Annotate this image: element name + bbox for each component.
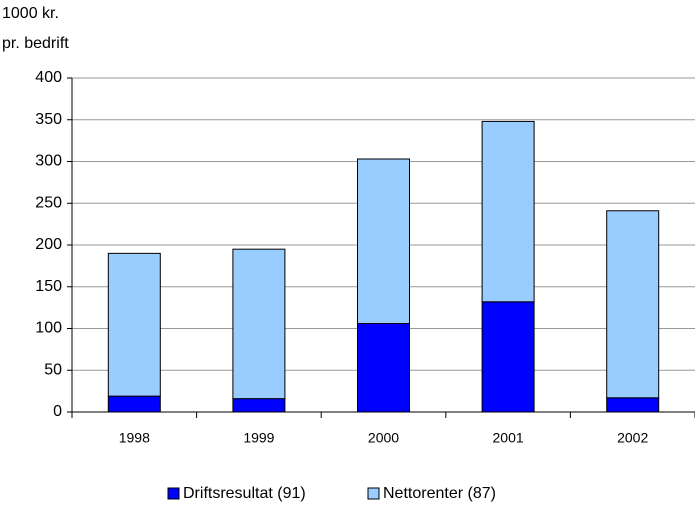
x-tick-label: 1999 <box>243 430 274 446</box>
bar-segment <box>232 398 286 413</box>
bar-segment <box>357 158 410 324</box>
bar-segment <box>481 301 535 413</box>
legend-swatch <box>367 487 380 500</box>
y-tick-label: 400 <box>35 69 62 86</box>
y-tick-label: 150 <box>35 278 62 295</box>
bar-segment <box>107 395 161 413</box>
x-tick-label: 2000 <box>368 430 399 446</box>
legend-label: Driftsresultat (91) <box>183 485 306 502</box>
y-axis-label: pr. bedrift <box>2 35 69 52</box>
y-tick-label: 50 <box>44 361 62 378</box>
y-tick-label: 0 <box>53 403 62 420</box>
bar-segment <box>606 210 660 399</box>
bar-segment <box>606 397 660 413</box>
y-tick-label: 200 <box>35 236 62 253</box>
bar-segment <box>107 252 161 397</box>
y-axis-label: 1000 kr. <box>2 5 59 22</box>
y-tick-label: 100 <box>35 320 62 337</box>
y-tick-label: 250 <box>35 194 62 211</box>
x-tick-label: 2002 <box>617 430 648 446</box>
bar-segment <box>357 322 410 413</box>
x-tick-label: 2001 <box>493 430 524 446</box>
y-tick-label: 350 <box>35 111 62 128</box>
bar-segment <box>481 120 535 303</box>
legend-label: Nettorenter (87) <box>383 485 496 502</box>
bar-segment <box>232 248 286 400</box>
y-tick-label: 300 <box>35 153 62 170</box>
x-tick-label: 1998 <box>119 430 150 446</box>
legend-swatch <box>167 487 180 500</box>
